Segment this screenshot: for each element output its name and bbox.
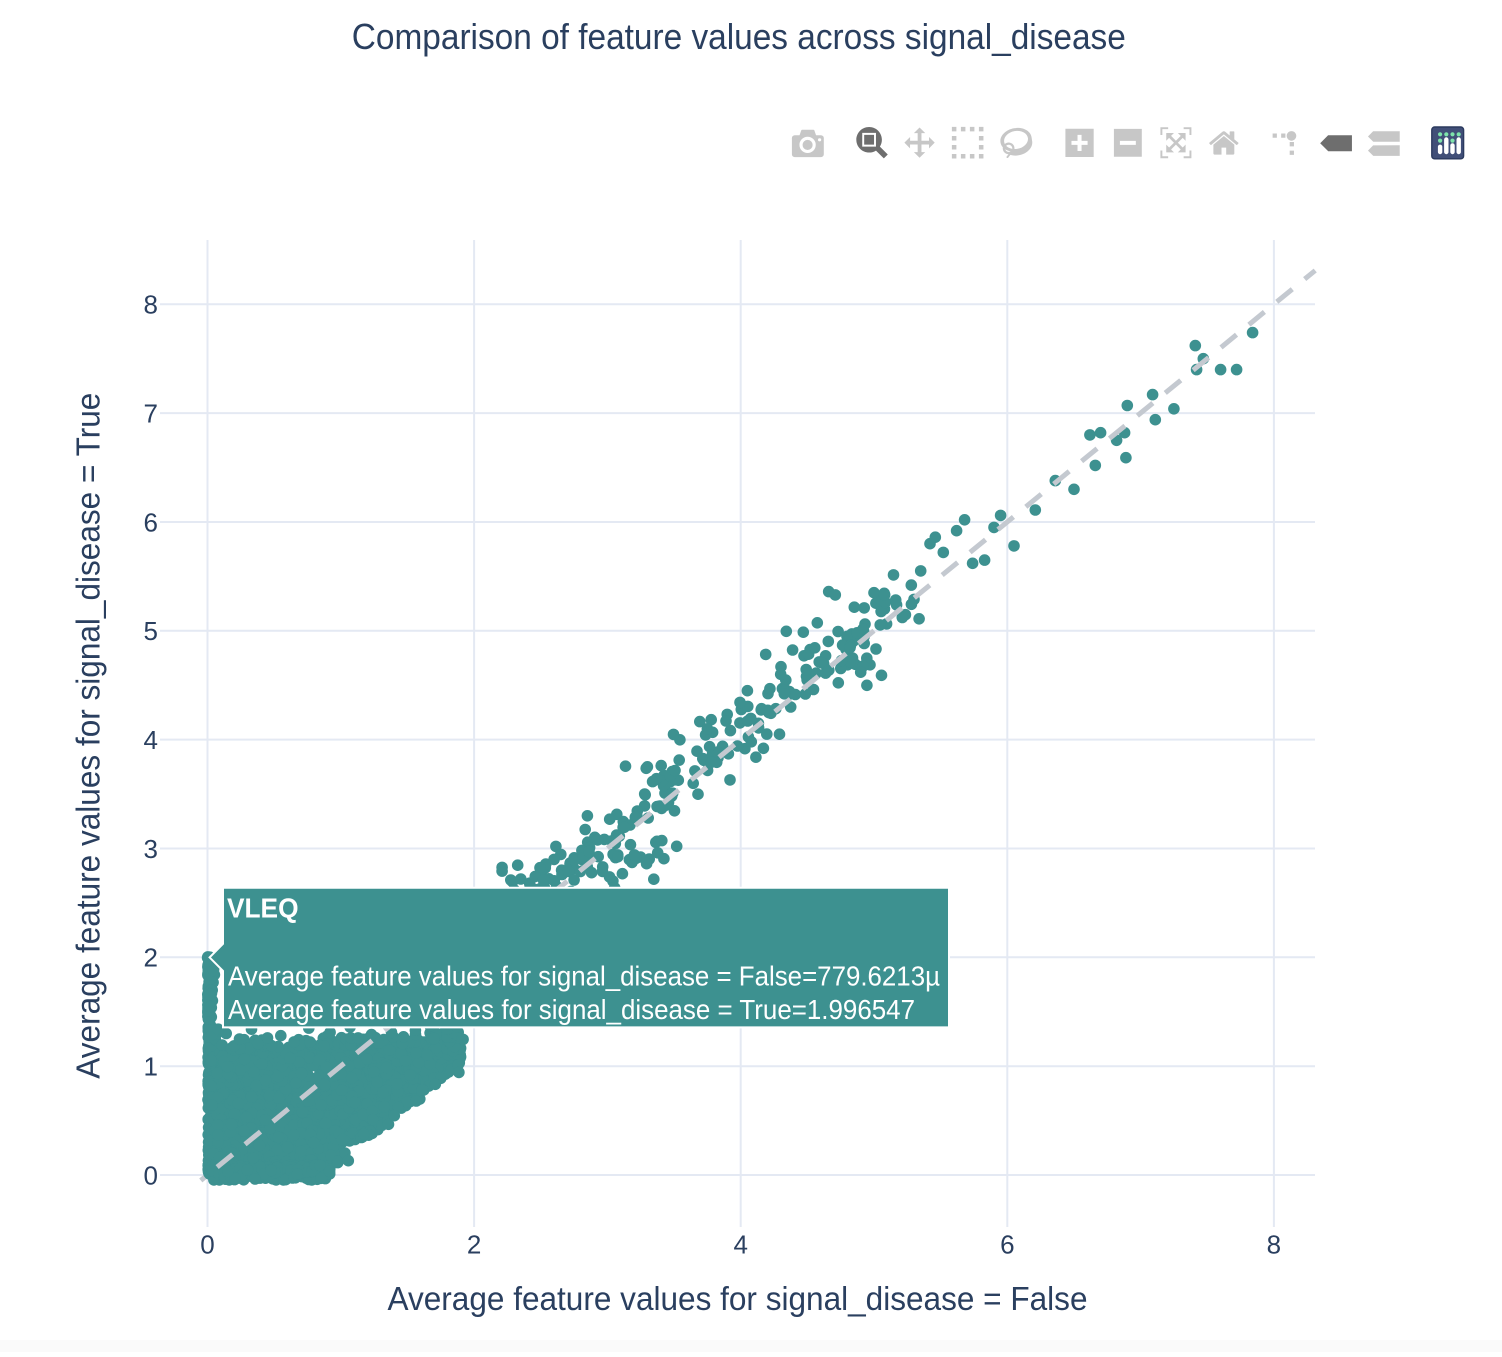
svg-text:7: 7	[144, 398, 158, 428]
svg-text:4: 4	[733, 1230, 747, 1260]
svg-text:8: 8	[144, 290, 158, 320]
svg-text:2: 2	[467, 1230, 481, 1260]
svg-text:1: 1	[144, 1052, 158, 1082]
svg-text:0: 0	[144, 1160, 158, 1190]
svg-text:6: 6	[1000, 1230, 1014, 1260]
svg-text:6: 6	[144, 507, 158, 537]
svg-text:2: 2	[144, 943, 158, 973]
svg-text:4: 4	[144, 725, 158, 755]
svg-text:Average feature values for sig: Average feature values for signal_diseas…	[388, 1281, 1088, 1318]
svg-text:Average feature values for sig: Average feature values for signal_diseas…	[71, 393, 108, 1079]
svg-text:5: 5	[144, 616, 158, 646]
svg-text:Comparison of feature values a: Comparison of feature values across sign…	[352, 16, 1126, 57]
svg-text:Average feature values for sig: Average feature values for signal_diseas…	[228, 994, 915, 1025]
svg-text:Average feature values for sig: Average feature values for signal_diseas…	[228, 960, 940, 991]
svg-text:VLEQ: VLEQ	[227, 892, 299, 923]
svg-text:3: 3	[144, 834, 158, 864]
svg-text:0: 0	[200, 1230, 214, 1260]
svg-text:8: 8	[1267, 1230, 1281, 1260]
